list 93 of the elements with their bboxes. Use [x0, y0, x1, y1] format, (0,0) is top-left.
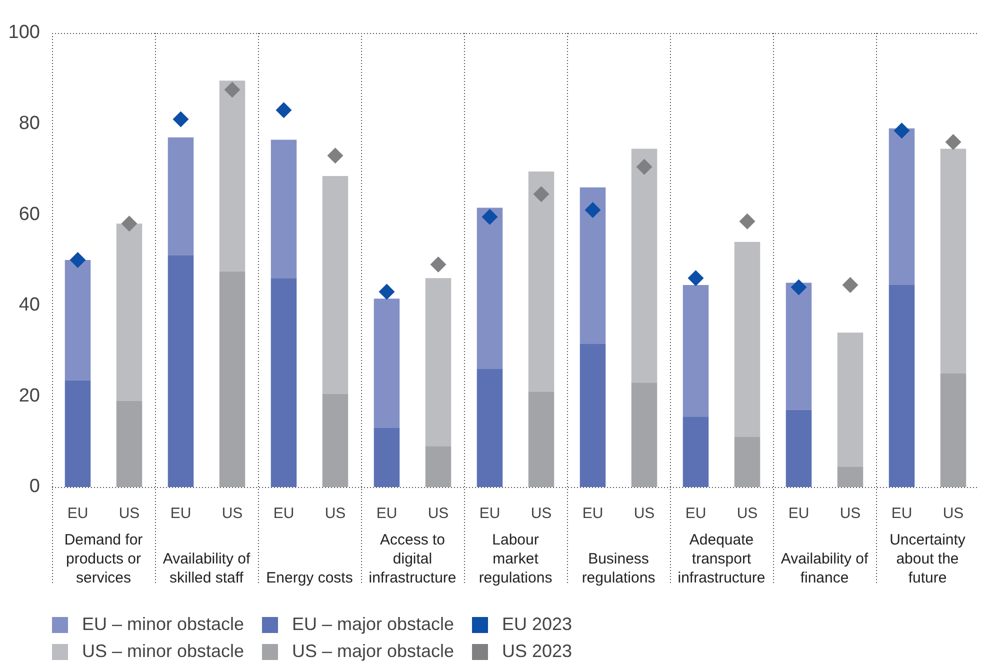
x-tick-label: US [428, 505, 449, 522]
point [121, 216, 138, 232]
legend-label: US – major obstacle [292, 641, 454, 662]
text: Availability of skilled staff [162, 550, 251, 587]
bar [888, 284, 915, 487]
bar [374, 428, 400, 487]
bar [940, 148, 966, 374]
x-tick-label: EU [788, 505, 810, 522]
bar [837, 466, 864, 487]
bar [734, 242, 760, 438]
y-tick-label: 60 [18, 204, 40, 225]
x-tick-label: US [118, 505, 140, 522]
text: Business regulations [582, 550, 656, 587]
bar [476, 208, 503, 369]
x-tick-label: EU [273, 505, 294, 522]
bar [837, 332, 864, 467]
point [276, 102, 292, 118]
y-tick-label: 20 [18, 385, 40, 406]
point [172, 111, 189, 128]
bar [322, 176, 348, 394]
bar [168, 137, 194, 256]
x-tick-label: EU [376, 505, 398, 522]
bar [580, 344, 606, 487]
bar [425, 446, 452, 487]
bar [219, 271, 246, 487]
bar [270, 140, 297, 278]
bar [425, 278, 452, 446]
point [945, 134, 962, 150]
text: Energy costs [266, 570, 353, 587]
bar [940, 374, 966, 487]
point [70, 252, 86, 268]
bar [476, 368, 503, 487]
point [739, 213, 756, 230]
x-tick-label: US [736, 505, 758, 522]
bar [219, 80, 246, 272]
bar [528, 171, 554, 392]
bar [682, 284, 709, 417]
text: Adequate transport infrastructure [678, 532, 766, 587]
bar [528, 392, 554, 487]
bar [631, 382, 658, 487]
x-tick-label: EU [170, 505, 192, 522]
x-tick-label: EU [685, 505, 706, 522]
bar [786, 282, 812, 410]
bar [116, 400, 142, 487]
text: Uncertainty about the future [890, 532, 966, 587]
legend-label: US 2023 [502, 641, 572, 662]
x-tick-label: US [634, 505, 655, 522]
point [378, 284, 395, 300]
text: Labour market regulations [478, 532, 552, 587]
legend-label: EU – major obstacle [292, 614, 454, 635]
bar [64, 380, 91, 487]
bar [734, 437, 760, 487]
point [224, 82, 240, 98]
y-tick-label: 80 [18, 113, 40, 134]
x-tick-label: US [840, 505, 861, 522]
bar [631, 148, 658, 383]
x-tick-label: EU [582, 505, 604, 522]
bar [888, 128, 915, 285]
x-tick-label: EU [67, 505, 88, 522]
bar [64, 260, 91, 380]
x-tick-label: US [324, 505, 346, 522]
y-tick-label: 100 [8, 22, 40, 44]
x-tick-label: US [222, 505, 243, 522]
point [636, 158, 652, 175]
text: Demand for products or services [64, 532, 143, 587]
x-tick-label: US [530, 505, 552, 522]
point [842, 276, 858, 293]
bar [116, 224, 142, 401]
bar [580, 187, 606, 344]
text: Access to digital infrastructure [368, 532, 456, 587]
legend-label: US – minor obstacle [82, 641, 244, 662]
bar [322, 394, 348, 487]
text: Availability of finance [780, 550, 869, 587]
legend-label: EU 2023 [502, 614, 572, 635]
x-tick-label: US [942, 505, 964, 522]
point [688, 270, 704, 286]
point [327, 148, 344, 164]
point [894, 122, 910, 139]
point [790, 279, 807, 296]
bar [786, 410, 812, 487]
y-tick-label: 0 [29, 476, 40, 498]
bar [270, 278, 297, 487]
point [430, 256, 446, 273]
point [533, 186, 550, 202]
bar [682, 416, 709, 487]
bar [374, 298, 400, 428]
bar [168, 255, 194, 487]
legend-label: EU – minor obstacle [82, 614, 244, 635]
x-tick-label: EU [479, 505, 500, 522]
point [584, 202, 601, 218]
point [482, 208, 498, 225]
x-tick-label: EU [891, 505, 912, 522]
y-tick-label: 40 [18, 294, 40, 316]
